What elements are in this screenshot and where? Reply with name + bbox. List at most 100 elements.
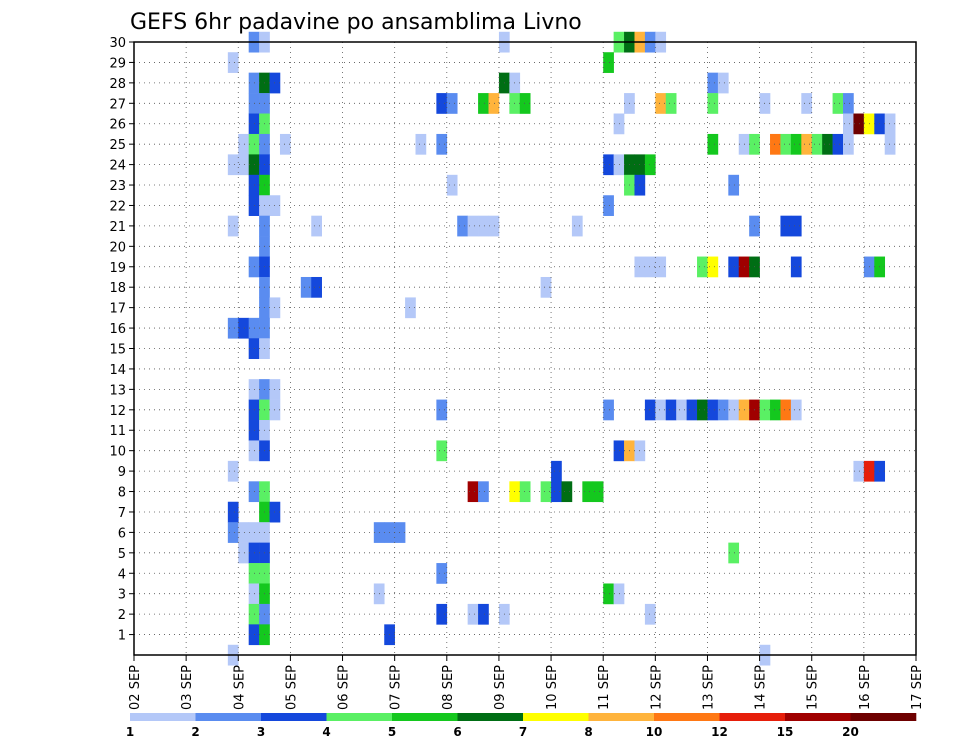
heatmap-cell	[770, 133, 781, 155]
heatmap-cell	[717, 72, 729, 94]
heatmap-cell	[311, 215, 322, 237]
y-tick-label: 17	[109, 302, 126, 317]
heatmap-cell	[707, 133, 719, 155]
heatmap-cell	[300, 276, 312, 298]
x-tick-label: 12 SEP	[649, 665, 664, 710]
y-tick-label: 18	[109, 281, 126, 296]
heatmap-cell	[655, 93, 667, 114]
heatmap-cell	[884, 133, 896, 155]
heatmap-cell	[644, 256, 656, 278]
heatmap-cell	[446, 174, 458, 196]
legend-swatch	[719, 713, 786, 721]
legend-label: 20	[842, 725, 859, 739]
x-axis: 02 SEP 03 SEP 04 SEP 05 SEP 06 SEP 07 SEP 08 S…	[128, 655, 925, 710]
heatmap-cell	[551, 481, 562, 503]
heatmap-cell	[582, 481, 594, 503]
heatmap-cell	[227, 317, 239, 339]
x-tick-label: 07 SEP	[389, 665, 404, 710]
heatmap-cell	[728, 256, 740, 278]
legend-swatch	[261, 713, 327, 721]
heatmap-cell	[519, 481, 531, 503]
y-tick-label: 30	[109, 36, 126, 51]
heatmap-cell	[613, 440, 625, 462]
heatmap-cell	[832, 133, 844, 155]
heatmap-cell	[238, 154, 249, 176]
legend-label: 12	[711, 725, 728, 739]
heatmap-cell	[561, 481, 573, 503]
y-tick-label: 8	[118, 486, 126, 501]
y-tick-label: 4	[118, 567, 126, 582]
heatmap-cell	[478, 93, 489, 114]
x-tick-label: 08 SEP	[441, 665, 456, 710]
y-tick-label: 12	[109, 404, 126, 419]
heatmap-cell	[665, 93, 677, 114]
heatmap-cell	[394, 522, 406, 543]
legend-swatch	[523, 713, 589, 721]
y-tick-label: 6	[118, 526, 126, 541]
heatmap-cell	[227, 460, 239, 482]
legend-swatch	[195, 713, 262, 721]
heatmap-cell	[728, 399, 740, 421]
heatmap-cell	[697, 399, 708, 421]
heatmap-cell	[478, 215, 489, 237]
heatmap-cell	[853, 113, 865, 135]
y-tick-label: 15	[109, 343, 126, 358]
legend-label: 5	[388, 725, 396, 739]
heatmap-cell	[801, 133, 813, 155]
heatmap-cell	[592, 481, 604, 503]
y-tick-label: 14	[109, 363, 126, 378]
y-tick-label: 3	[118, 588, 126, 603]
y-axis: 1234567891011121314151617181920212223242…	[109, 36, 134, 644]
legend-label: 4	[322, 725, 330, 739]
y-tick-label: 28	[109, 77, 126, 92]
y-tick-label: 19	[109, 261, 126, 276]
y-tick-label: 2	[118, 608, 126, 623]
heatmap-cell	[540, 481, 552, 503]
legend-swatch	[850, 713, 917, 721]
y-tick-label: 10	[109, 445, 126, 460]
heatmap-cell	[436, 93, 448, 114]
heatmap-cell	[551, 460, 562, 482]
heatmap-cell	[227, 522, 239, 543]
heatmap-cell	[415, 133, 427, 155]
x-tick-label: 10 SEP	[545, 665, 560, 710]
grid-lines	[134, 41, 916, 655]
heatmap-cell	[571, 215, 583, 237]
y-tick-label: 24	[109, 159, 126, 174]
heatmap-cell	[227, 52, 239, 73]
legend-label: 15	[777, 725, 794, 739]
x-tick-label: 03 SEP	[180, 665, 195, 710]
heatmap-cell	[238, 317, 249, 339]
y-tick-label: 27	[109, 97, 126, 112]
y-tick-label: 29	[109, 56, 126, 71]
heatmap-cell	[728, 542, 740, 564]
heatmap-cell	[655, 399, 667, 421]
heatmap-cell	[822, 133, 833, 155]
heatmap-cell	[665, 399, 677, 421]
y-tick-label: 26	[109, 118, 126, 133]
heatmap-cell	[655, 256, 667, 278]
heatmap-cell	[227, 215, 239, 237]
y-tick-label: 7	[118, 506, 126, 521]
legend-swatch	[785, 713, 851, 721]
heatmap-cell	[790, 256, 802, 278]
heatmap-cell	[707, 256, 719, 278]
heatmap-cell	[843, 113, 854, 135]
heatmap-cell	[686, 399, 698, 421]
legend-swatch	[457, 713, 524, 721]
heatmap-cell	[613, 113, 625, 135]
heatmap-cell	[238, 522, 249, 543]
heatmap-cell	[780, 133, 792, 155]
x-tick-label: 02 SEP	[128, 665, 143, 710]
heatmap-cell	[436, 399, 448, 421]
y-tick-label: 23	[109, 179, 126, 194]
legend-swatch	[326, 713, 393, 721]
y-tick-label: 1	[118, 629, 126, 644]
x-tick-label: 05 SEP	[284, 665, 299, 710]
heatmap-cell	[780, 215, 792, 237]
heatmap-cell	[780, 399, 792, 421]
heatmap-cell	[405, 297, 416, 319]
heatmap-cell	[676, 399, 687, 421]
x-tick-label: 06 SEP	[337, 665, 352, 710]
legend-label: 1	[126, 725, 134, 739]
